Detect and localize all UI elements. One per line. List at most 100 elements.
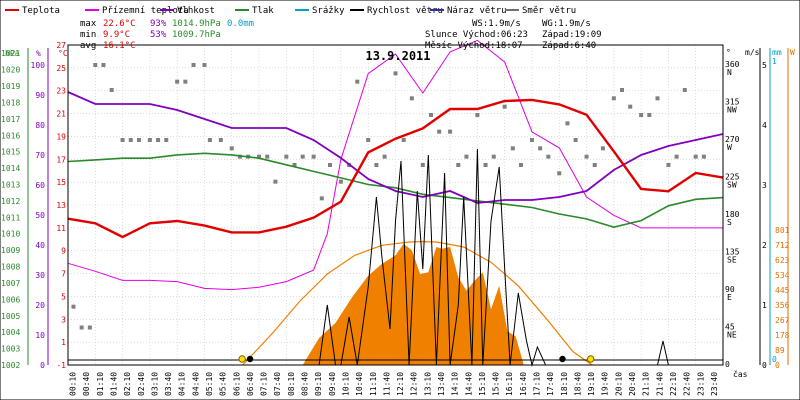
axes-group: hPa1021102010191018101710161015101410131… [1,41,795,396]
deg-tick-dir: NE [727,331,737,340]
hpa-tick-label: 1011 [1,213,20,222]
wind-direction-point [101,63,106,67]
pct-tick-label: 40 [35,241,45,250]
wind-direction-point [175,79,180,84]
hpa-tick-label: 1010 [1,230,20,239]
solar-tick-label: 267 [775,316,790,325]
wind-direction-point [128,138,133,142]
legend-label: Rychlost větru [367,6,443,16]
ground-temperature-line [67,39,723,291]
degc-tick-label: 5 [61,292,66,301]
x-tick-label: 22:40 [683,372,692,396]
wind-direction-point [483,163,488,167]
hpa-tick-label: 1013 [1,180,20,189]
degc-tick-label: 1 [61,338,66,347]
clear-sky-radiation-line [242,240,593,366]
degc-tick-label: 19 [56,132,66,141]
stats-block: max 22.6°C 93% 1014.9hPa 0.0mm min 9.9°C 53% 100… [80,19,602,51]
x-tick-label: 11:40 [382,372,391,396]
deg-tick-label: 90 [725,285,735,294]
mm-tick-label: 1 [772,57,777,66]
pressure-line [67,152,724,229]
x-tick-label: 16:40 [519,372,528,396]
wind-direction-point [510,146,515,151]
degc-tick-label: 11 [56,224,66,233]
wind-direction-point [311,154,316,159]
wind-direction-point [366,138,371,142]
ms-axis-label: m/s [745,48,760,57]
wind-direction-point [93,63,98,67]
degc-tick-label: 23 [56,87,66,96]
solar-tick-label: 445 [775,286,790,295]
degc-axis-label: °C [58,49,68,58]
wind-direction-point [701,154,706,159]
pct-tick-label: 60 [35,181,45,190]
sun-event-marker [238,355,246,363]
wind-direction-point [428,113,433,117]
wind-direction-point [164,138,169,142]
deg-tick-label: 360 [725,60,740,69]
mm-axis-label: mm [772,48,782,57]
wind-direction-point [109,88,114,92]
x-tick-label: 00:40 [82,372,91,396]
legend-label: Tlak [252,6,274,16]
wind-direction-point [628,104,633,109]
ms-tick-label: 1 [762,301,767,310]
x-tick-label: 15:40 [492,372,501,396]
x-tick-label: 03:10 [150,372,159,396]
solar-tick-label: 712 [775,241,790,250]
degc-tick-label: 15 [56,178,66,187]
solar-tick-label: 0 [775,361,780,370]
x-tick-label: 23:10 [696,372,705,396]
deg-tick-label: 135 [725,248,740,257]
wind-direction-point [71,304,76,309]
wind-direction-point [491,154,496,159]
degc-tick-label: 21 [56,110,66,119]
deg-tick-label: 180 [725,210,740,219]
x-tick-label: 14:10 [451,372,460,396]
hpa-tick-label: 1021 [1,49,20,58]
pct-tick-label: 20 [35,301,45,310]
x-tick-label: 07:40 [273,372,282,396]
x-tick-label: 03:40 [164,372,173,396]
x-tick-label: 04:10 [178,372,187,396]
hpa-tick-label: 1008 [1,263,20,272]
pct-tick-label: 30 [35,271,45,280]
deg-tick-dir: SE [727,256,737,265]
wind-direction-point [674,154,679,159]
wind-direction-point [202,63,207,67]
deg-tick-label: 270 [725,135,740,144]
x-tick-label: 11:10 [369,372,378,396]
degc-tick-label: 13 [56,201,66,210]
solar-tick-label: 801 [775,226,790,235]
wind-direction-point [693,154,698,159]
wind-direction-point [284,154,289,159]
hpa-tick-label: 1020 [1,66,20,75]
chart-title: 13.9.2011 [365,49,430,63]
wind-direction-point [538,146,543,151]
info-sun-rise: Slunce Východ:06:23 [425,30,528,40]
x-tick-label: 21:10 [642,372,651,396]
hpa-tick-label: 1012 [1,197,20,206]
x-tick-label: 12:40 [410,372,419,396]
stat-max-hum: 93% [150,19,167,29]
wind-direction-point [393,71,398,76]
x-tick-label: 09:10 [314,372,323,396]
deg-tick-label: 0 [725,360,730,369]
solar-tick-label: 89 [775,346,785,355]
wind-direction-point [647,113,652,117]
solar-tick-label: 623 [775,256,790,265]
x-tick-label: 05:40 [219,372,228,396]
wind-direction-point [401,138,406,142]
solar-tick-label: 356 [775,301,790,310]
deg-tick-dir: W [727,143,732,152]
stat-min-press: 1009.7hPa [172,30,221,40]
wind-direction-point [338,179,343,184]
wind-direction-point [565,121,570,126]
pct-tick-label: 100 [31,61,46,70]
info-wind-gust: WG:1.9m/s [542,19,591,29]
x-tick-label: 18:40 [573,372,582,396]
x-tick-label: 05:10 [205,372,214,396]
x-tick-label: 00:10 [69,372,78,396]
x-tick-label: 18:10 [560,372,569,396]
